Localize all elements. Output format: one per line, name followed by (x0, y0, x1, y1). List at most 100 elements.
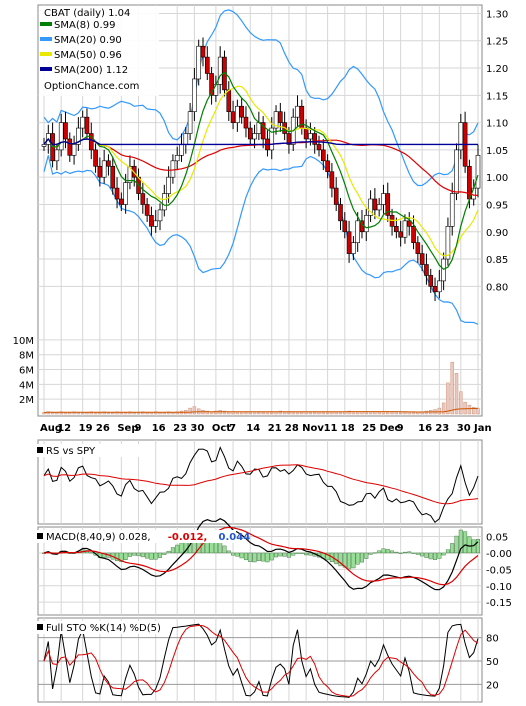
sto-marker (37, 624, 43, 630)
macd-histogram-bar (243, 552, 248, 561)
volume-bar (261, 412, 265, 415)
candle-body (325, 160, 330, 173)
rs-line (43, 446, 479, 524)
candle-body (106, 160, 111, 167)
candle-body (329, 171, 335, 189)
candle-body (458, 122, 464, 151)
volume-bar (463, 401, 467, 415)
volume-bar (368, 411, 373, 415)
price-tick-label: 1.25 (486, 37, 508, 48)
x-axis-label: 11 (324, 423, 338, 434)
candle-body (170, 160, 176, 178)
x-axis-label: 16 (152, 423, 166, 434)
candle-body (316, 144, 322, 151)
macd-histogram-bar (390, 550, 395, 554)
macd-histogram-bar (437, 552, 442, 559)
candle-body (385, 193, 391, 216)
sto-title: Full STO %K(14) %D(5) (46, 623, 161, 634)
candle-body (424, 264, 429, 276)
volume-bar (128, 411, 132, 415)
candle-body (144, 204, 150, 216)
legend-sma8: SMA(8) 0.99 (54, 20, 115, 31)
macd-histogram-bar (119, 552, 124, 562)
x-axis-label: 9 (135, 423, 142, 434)
candle-body (475, 155, 481, 189)
candle-body (93, 149, 98, 167)
candle-body (432, 286, 438, 293)
candle-body (411, 226, 416, 243)
candle-body (376, 204, 382, 211)
candle-body (149, 215, 154, 227)
sto-tick-label: 20 (486, 680, 499, 691)
macd-marker (37, 533, 43, 539)
candle-body (123, 182, 128, 205)
macd-histogram-bar (252, 552, 257, 563)
candle-body (230, 111, 236, 123)
macd-histogram-bar (428, 552, 433, 560)
legend-box (39, 6, 159, 96)
volume-bar (459, 391, 463, 415)
volume-average-line (43, 407, 479, 413)
candle-body (260, 122, 266, 140)
candle-body (342, 220, 348, 233)
price-tick-label: 1.00 (486, 173, 508, 184)
sto-tick-label: 80 (486, 634, 499, 645)
macd-tick-label: 0.05 (486, 533, 508, 544)
candle-body (398, 231, 403, 238)
volume-bar (351, 411, 356, 415)
price-tick-label: 1.05 (486, 146, 508, 157)
legend-sma200: SMA(200) 1.12 (54, 65, 128, 76)
volume-bar (437, 407, 442, 415)
x-axis-label: 23 (435, 423, 449, 434)
volume-bar (450, 361, 454, 415)
macd-histogram-bar (299, 552, 304, 554)
candle-body (110, 165, 116, 189)
candle-body (437, 280, 442, 293)
legend-swatch-sma8 (40, 22, 52, 26)
volume-bar (222, 410, 227, 415)
volume-bar (467, 404, 472, 415)
volume-bar (454, 373, 459, 415)
candle-body (97, 165, 103, 178)
legend-swatch-sma200 (40, 67, 52, 71)
sma8-line (43, 72, 479, 271)
candle-body (204, 56, 210, 74)
candle-body (449, 193, 455, 227)
candle-body (441, 258, 446, 282)
macd-histogram-bar (291, 552, 296, 556)
x-axis-label: 18 (341, 423, 355, 434)
macd-histogram-bar (239, 552, 244, 559)
candle-body (351, 242, 356, 254)
candle-body (80, 116, 85, 129)
candle-body (252, 133, 257, 140)
volume-bar (381, 411, 386, 415)
macd-tick-label: -0.00 (486, 549, 512, 560)
volume-bar (188, 407, 192, 415)
legend-swatch-sma50 (40, 52, 52, 56)
volume-bar (472, 407, 476, 415)
candle-body (247, 127, 253, 140)
macd-histogram-bar (153, 552, 158, 560)
price-tick-label: 1.20 (486, 64, 508, 75)
candle-body (415, 242, 421, 254)
candle-body (308, 133, 313, 140)
candle-body (338, 204, 343, 222)
candle-body (278, 111, 283, 123)
volume-bar (403, 412, 407, 415)
candle-body (196, 45, 201, 80)
volume-bar (424, 410, 429, 415)
price-tick-label: 1.15 (486, 91, 508, 102)
candle-body (157, 209, 163, 222)
macd-histogram-bar (476, 539, 481, 554)
volume-bar (411, 412, 416, 415)
x-axis-label: Aug (40, 423, 62, 434)
volume-bar (141, 411, 145, 415)
candle-body (183, 133, 189, 145)
macd-histogram-bar (132, 552, 137, 556)
volume-bar (257, 412, 261, 415)
macd-histogram-bar (248, 552, 253, 562)
volume-tick-label: 8M (19, 351, 34, 362)
candle-body (84, 116, 90, 134)
x-axis-label: 12 (57, 423, 71, 434)
